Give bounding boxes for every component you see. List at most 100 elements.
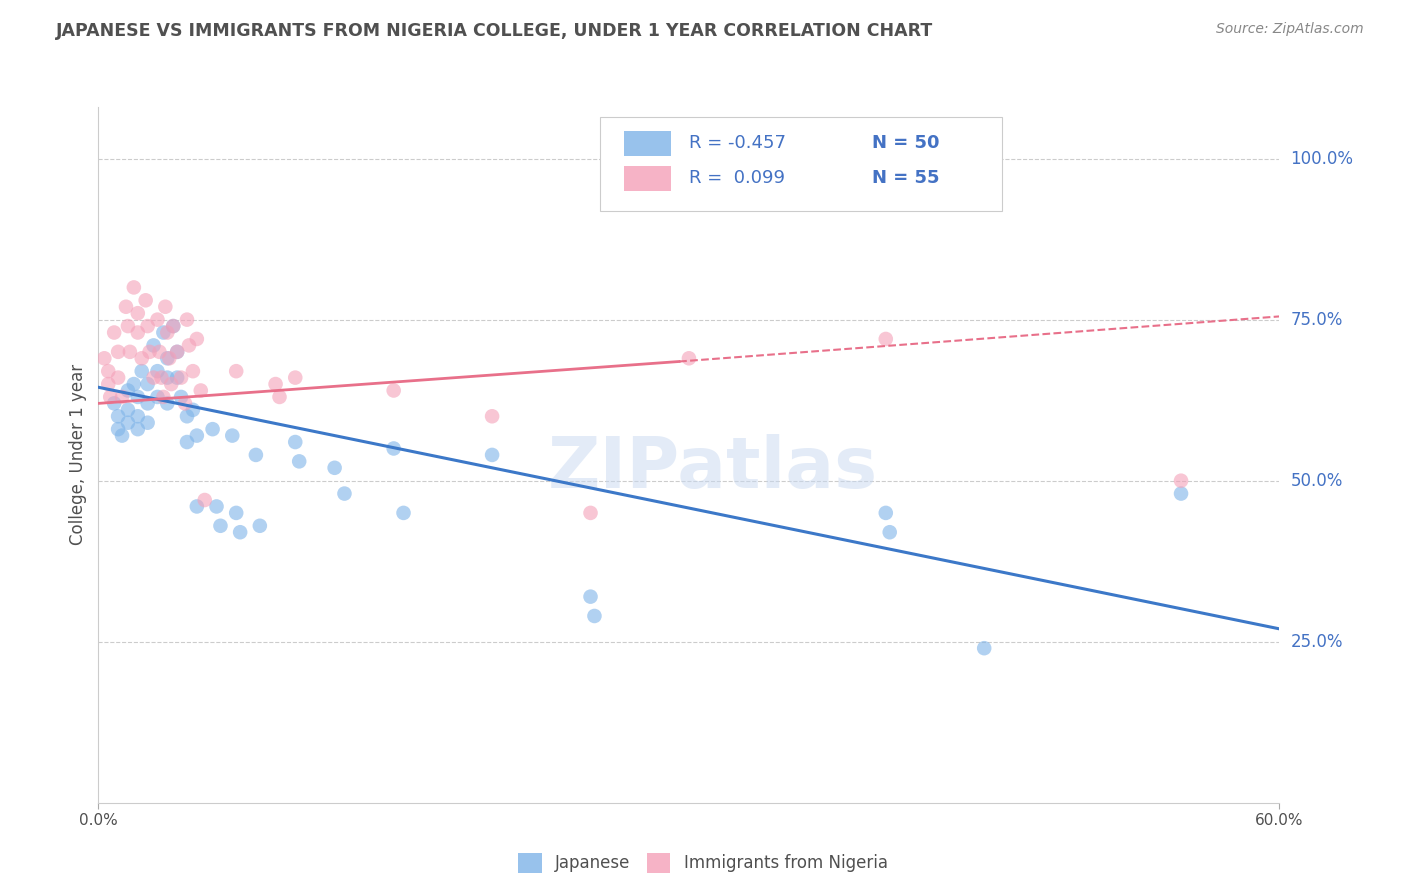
Point: [284, 370, 307, 384]
Point: [146, 390, 169, 404]
Point: [166, 344, 188, 359]
Point: [245, 448, 267, 462]
Point: [97, 377, 120, 392]
Point: [875, 506, 897, 520]
Point: [127, 409, 149, 424]
Point: [131, 351, 153, 366]
Point: [150, 370, 173, 384]
Text: 25.0%: 25.0%: [1291, 632, 1343, 651]
Point: [127, 306, 149, 320]
Point: [146, 312, 169, 326]
Point: [269, 390, 291, 404]
Point: [879, 525, 901, 540]
FancyBboxPatch shape: [600, 118, 1002, 211]
Point: [225, 364, 247, 378]
Point: [284, 435, 307, 450]
Text: R = -0.457: R = -0.457: [689, 134, 786, 153]
Point: [323, 460, 346, 475]
Bar: [624, 131, 671, 156]
Point: [131, 364, 153, 378]
Text: R =  0.099: R = 0.099: [689, 169, 785, 187]
Point: [382, 384, 405, 398]
Point: [160, 377, 183, 392]
Point: [136, 377, 159, 392]
Point: [152, 390, 174, 404]
Point: [181, 402, 204, 417]
Point: [127, 390, 149, 404]
Point: [111, 428, 134, 442]
Legend:  ,  : ,: [848, 116, 917, 190]
Point: [249, 518, 271, 533]
Point: [138, 344, 160, 359]
Point: [194, 493, 217, 508]
Point: [170, 370, 193, 384]
Point: [117, 319, 139, 334]
Point: [103, 396, 125, 410]
Point: [162, 319, 184, 334]
Text: 75.0%: 75.0%: [1291, 310, 1343, 328]
Point: [117, 384, 139, 398]
Point: [93, 351, 115, 366]
Point: [156, 326, 179, 340]
Point: [107, 344, 129, 359]
Text: 50.0%: 50.0%: [1291, 472, 1343, 490]
Point: [973, 641, 995, 656]
Text: ZIPatlas: ZIPatlas: [547, 434, 877, 503]
Point: [176, 435, 198, 450]
Point: [209, 518, 232, 533]
Point: [157, 351, 180, 366]
Point: [1170, 486, 1192, 500]
Point: [166, 370, 188, 384]
Legend: Japanese, Immigrants from Nigeria: Japanese, Immigrants from Nigeria: [512, 847, 894, 880]
Point: [156, 396, 179, 410]
Point: [190, 384, 212, 398]
Point: [156, 370, 179, 384]
Bar: [624, 166, 671, 191]
Point: [201, 422, 224, 436]
Point: [142, 338, 165, 352]
Point: [117, 402, 139, 417]
Point: [579, 590, 602, 604]
Point: [166, 344, 188, 359]
Point: [174, 396, 197, 410]
Point: [264, 377, 287, 392]
Point: [117, 416, 139, 430]
Point: [678, 351, 700, 366]
Point: [333, 486, 356, 500]
Point: [481, 448, 503, 462]
Point: [107, 422, 129, 436]
Point: [115, 300, 138, 314]
Point: [146, 364, 169, 378]
Point: [122, 377, 145, 392]
Point: [579, 506, 602, 520]
Point: [481, 409, 503, 424]
Point: [142, 370, 165, 384]
Point: [122, 280, 145, 294]
Point: [392, 506, 415, 520]
Point: [127, 422, 149, 436]
Point: [152, 326, 174, 340]
Point: [156, 351, 179, 366]
Point: [205, 500, 228, 514]
Point: [186, 332, 208, 346]
Point: [229, 525, 252, 540]
Point: [107, 409, 129, 424]
Point: [583, 609, 606, 624]
Point: [103, 326, 125, 340]
Point: [176, 312, 198, 326]
Point: [111, 390, 134, 404]
Point: [136, 396, 159, 410]
Point: [118, 344, 141, 359]
Point: [1170, 474, 1192, 488]
Point: [135, 293, 157, 308]
Point: [170, 390, 193, 404]
Text: Source: ZipAtlas.com: Source: ZipAtlas.com: [1216, 22, 1364, 37]
Point: [98, 390, 121, 404]
Point: [186, 500, 208, 514]
Point: [107, 370, 129, 384]
Point: [225, 506, 247, 520]
Point: [221, 428, 243, 442]
Point: [97, 364, 120, 378]
Text: N = 50: N = 50: [872, 134, 939, 153]
Point: [177, 338, 200, 352]
